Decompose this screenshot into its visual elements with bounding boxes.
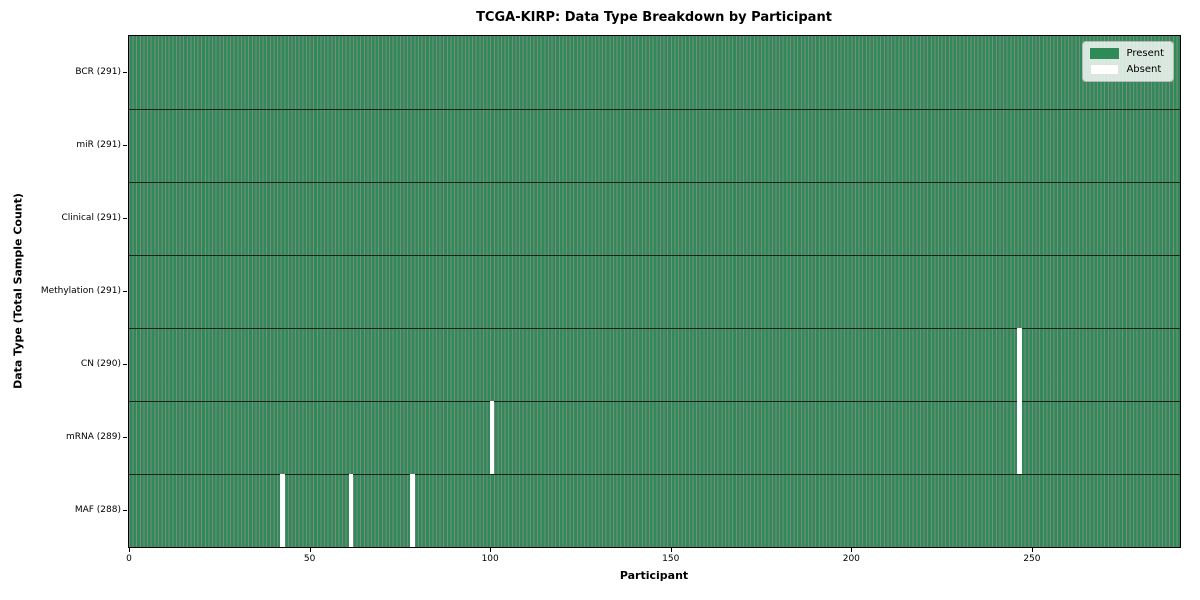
x-axis-title: Participant: [619, 569, 689, 582]
x-tick-label-50: 50: [303, 554, 316, 564]
y-tick-mark: [123, 509, 127, 511]
absent-cell-mRNA-246: [1016, 401, 1022, 474]
y-tick-label-MAF: MAF (288): [74, 504, 121, 515]
absent-cell-MAF-42: [280, 474, 285, 547]
legend-present-label: Present: [1126, 48, 1164, 59]
chart-title: TCGA-KIRP: Data Type Breakdown by Partic…: [476, 10, 832, 25]
row-separator: [129, 108, 1180, 110]
x-tick-label-150: 150: [662, 554, 680, 564]
absent-cell-MAF-78: [410, 474, 415, 547]
y-tick-mark: [123, 217, 127, 219]
row-separator: [129, 327, 1180, 329]
row-separator: [129, 254, 1180, 256]
legend-item-absent: Absent: [1090, 64, 1164, 75]
y-tick-label-CN: CN (290): [80, 358, 121, 369]
y-tick-mark: [123, 363, 127, 365]
legend: Present Absent: [1082, 41, 1174, 82]
y-tick-mark: [123, 436, 127, 438]
x-tick-mark: [309, 548, 311, 552]
x-tick-mark: [1031, 548, 1033, 552]
plot-area: Present Absent: [128, 35, 1181, 548]
legend-present-swatch: [1090, 48, 1120, 59]
row-separator: [129, 400, 1180, 402]
y-tick-mark: [123, 290, 127, 292]
y-tick-label-BCR: BCR (291): [75, 66, 121, 77]
legend-item-present: Present: [1090, 48, 1164, 59]
x-tick-mark: [851, 548, 853, 552]
absent-cell-MAF-61: [348, 474, 354, 547]
x-tick-label-0: 0: [126, 554, 132, 564]
y-tick-mark: [123, 71, 127, 73]
row-separator: [129, 473, 1180, 475]
y-tick-label-Methylation: Methylation (291): [40, 285, 121, 296]
y-tick-mark: [123, 144, 127, 146]
legend-absent-swatch: [1090, 64, 1120, 75]
x-tick-label-250: 250: [1023, 554, 1041, 564]
y-tick-label-mRNA: mRNA (289): [66, 431, 121, 442]
y-tick-label-miR: miR (291): [76, 139, 121, 150]
x-tick-label-100: 100: [481, 554, 499, 564]
absent-cell-CN-246: [1016, 328, 1022, 401]
legend-absent-label: Absent: [1126, 64, 1162, 75]
x-tick-label-200: 200: [842, 554, 860, 564]
x-tick-mark: [670, 548, 672, 552]
x-tick-mark: [490, 548, 492, 552]
row-separator: [129, 181, 1180, 183]
x-tick-mark: [129, 548, 130, 552]
y-tick-label-Clinical: Clinical (291): [61, 212, 121, 223]
absent-cell-mRNA-100: [489, 401, 495, 474]
